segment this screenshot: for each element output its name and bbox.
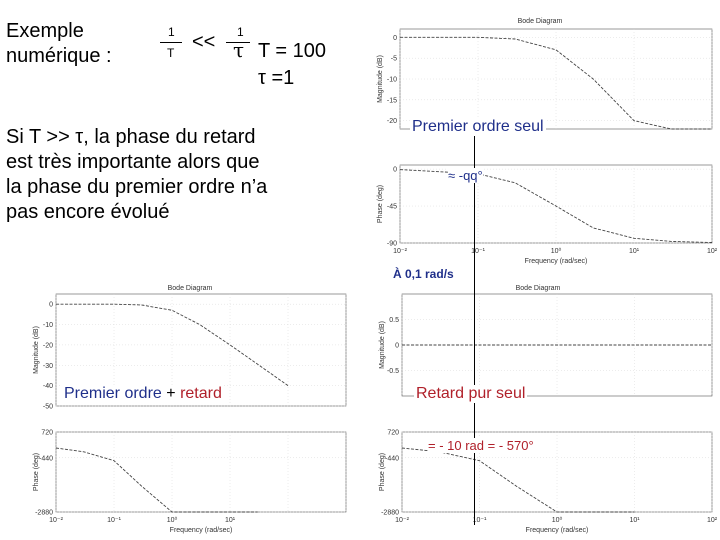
mag-curve [400,36,712,130]
frac-den1: T [167,46,175,60]
label-part-a: Premier ordre [64,385,162,402]
x-tick-label: 10⁻¹ [473,517,487,524]
x-tick-label: 10¹ [225,517,236,524]
label-premier-ordre-seul: Premier ordre seul [410,118,546,136]
frac-num2: 1 [237,25,244,39]
phase-ylabel: Phase (deg) [33,453,40,491]
phase-frame [55,431,347,513]
plot-title: Bode Diagram [518,18,563,25]
mag-ylabel: Magnitude (dB) [379,321,386,369]
phase-ytick-label: -2880 [381,510,399,517]
phase-curve [399,169,713,243]
t-equation: T = 100 [258,40,327,62]
plot-title: Bode Diagram [168,285,213,292]
mag-ytick-label: -15 [387,97,397,104]
x-tick-label: 10² [707,248,718,255]
phase-ytick-label: 720 [41,430,53,437]
mag-ytick-label: -50 [43,404,53,411]
mag-ytick-label: -10 [43,322,53,329]
phase-ytick-label: -45 [387,204,397,211]
mag-ytick-label: -5 [391,56,397,63]
x-tick-label: 10¹ [629,248,640,255]
frac-line1 [160,42,182,43]
x-axis-label: Frequency (rad/sec) [526,527,589,534]
mag-ytick-label: 0 [393,35,397,42]
tau-equation: τ =1 [258,67,295,89]
x-tick-label: 10⁻² [395,517,409,524]
phase-curve [55,447,258,513]
frac-num1: 1 [168,25,175,39]
x-tick-label: 10⁻¹ [471,248,485,255]
marker-line-0-1 [474,130,475,525]
phase-ytick-label: -2880 [35,510,53,517]
x-tick-label: 10⁻² [393,248,407,255]
label-plus: + [166,385,176,402]
bode-first-order: Bode Diagram 0 -5 -10 -15 -20 Magnitude (dB) 0 -… [377,18,718,265]
label-retard-pur-seul: Retard pur seul [414,385,528,403]
para-line: la phase du premier ordre n’a [6,176,268,198]
para-line: Si T >> τ, la phase du retard [6,126,256,148]
exemple-line1: Exemple [6,20,84,42]
mag-ytick-label: -30 [43,363,53,370]
frac-den2: τ [233,38,245,62]
mag-ytick-label: -20 [43,342,53,349]
x-axis-label: Frequency (rad/sec) [170,527,233,534]
explanation-paragraph: Si T >> τ, la phase du retard est très i… [6,125,366,225]
mag-ytick-label: 0.5 [389,317,399,324]
frac-line2 [226,42,250,43]
para-line: est très importante alors que [6,151,260,173]
x-tick-label: 10⁰ [167,516,178,524]
x-axis-label: Frequency (rad/sec) [525,258,588,265]
mag-ylabel: Magnitude (dB) [377,55,384,103]
mag-ytick-label: 0 [395,343,399,350]
phase-ytick-label: 0 [393,167,397,174]
label-a-0-1: À 0,1 rad/s [393,267,454,281]
x-tick-label: 10⁻² [49,517,63,524]
exemple-line2: numérique : [6,45,112,67]
label-premier-ordre-retard: Premier ordre + retard [62,385,224,403]
mag-curve [56,303,289,387]
x-tick-label: 10⁰ [551,247,562,255]
plot-title: Bode Diagram [516,285,561,292]
mag-ylabel: Magnitude (dB) [33,326,40,374]
mag-ytick-label: -40 [43,383,53,390]
x-tick-label: 10¹ [629,517,640,524]
x-tick-label: 10⁻¹ [107,517,121,524]
mag-ytick-label: -0.5 [387,368,399,375]
mag-ytick-label: -10 [387,77,397,84]
label-approx-qq: ≈ -qq° [448,168,483,183]
x-tick-label: 10² [707,517,718,524]
mag-ytick-label: -20 [387,118,397,125]
phase-ylabel: Phase (deg) [379,453,386,491]
much-less-symbol: << [192,31,216,53]
phase-ytick-label: -440 [385,455,399,462]
phase-ytick-label: -90 [387,241,397,248]
para-line: pas encore évolué [6,201,170,223]
phase-ytick-label: -440 [39,455,53,462]
phase-ylabel: Phase (deg) [377,185,384,223]
x-tick-label: 10⁰ [552,516,563,524]
mag-ytick-label: 0 [49,302,53,309]
label-part-b: retard [180,385,222,402]
phase-curve [401,447,635,513]
exemple-label: Exemple numérique : [6,19,112,69]
bode-first-order-delay: Bode Diagram 0 -10 -20 -30 -40 -50 Magnitude (d… [33,285,347,534]
label-phase-value: = - 10 rad = - 570° [428,438,534,453]
phase-ytick-label: 720 [387,430,399,437]
